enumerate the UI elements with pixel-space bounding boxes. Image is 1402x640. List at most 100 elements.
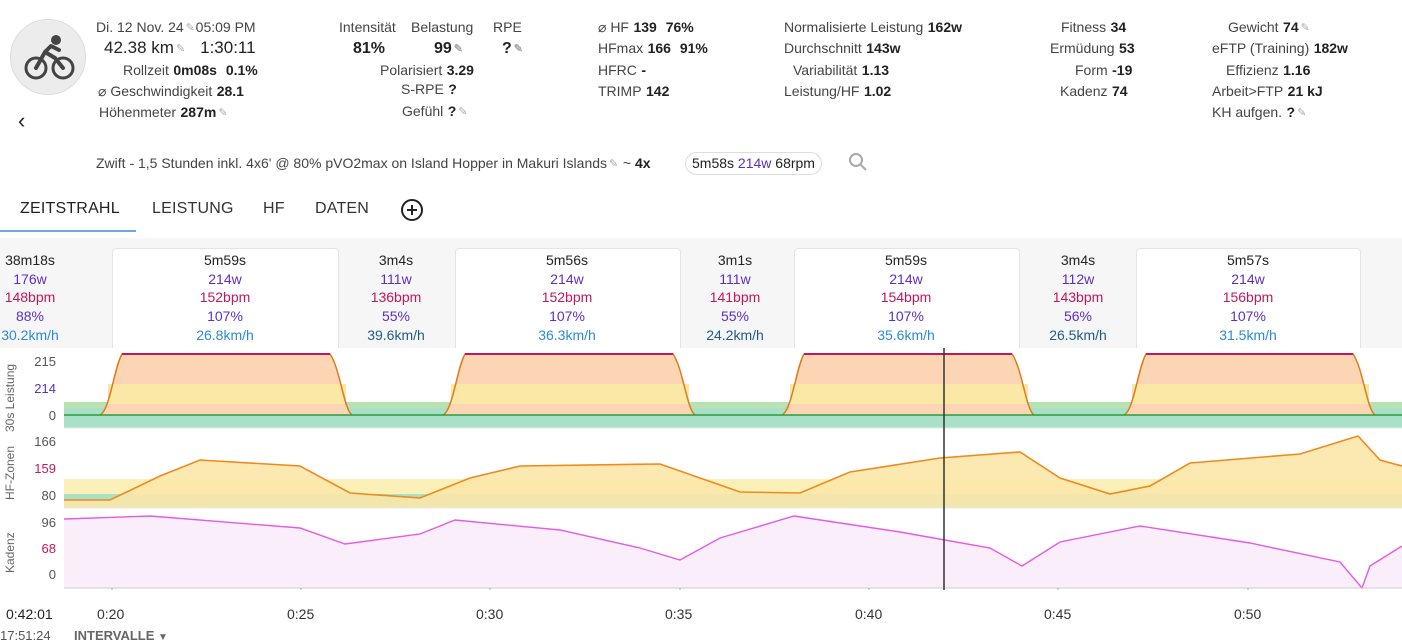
- power-tick-0: 0: [48, 408, 56, 423]
- efficiency-stat: Effizienz 1.16: [1226, 62, 1311, 78]
- weight-stat[interactable]: Gewicht 74 ✎: [1228, 19, 1310, 35]
- interval-3-speed: 39.6km/h: [367, 326, 425, 343]
- search-icon[interactable]: [848, 152, 868, 177]
- rpe-value[interactable]: ? ✎: [502, 40, 523, 57]
- interval-4-time: 5m56s: [545, 252, 589, 268]
- caret-down-icon: ▼: [158, 632, 168, 640]
- x-tick-0-40: 0:40: [855, 606, 883, 622]
- interval-2-speed: 26.8km/h: [196, 326, 254, 343]
- trimp-stat: TRIMP 142: [598, 83, 670, 99]
- power-block-band-4: [1132, 384, 1369, 404]
- interval-5-hr: 141bpm: [709, 289, 761, 306]
- timeline-chart[interactable]: [0, 348, 1402, 590]
- interval-4-power: 214w: [550, 270, 584, 287]
- cadence-line: [63, 515, 1402, 590]
- interval-6-pct: 107%: [888, 308, 924, 325]
- hr-axis-label: HF-Zonen: [3, 445, 17, 500]
- edit-date-icon[interactable]: ✎: [185, 22, 195, 34]
- edit-feel-icon[interactable]: ✎: [458, 106, 468, 118]
- interval-7-power: 112w: [1061, 270, 1095, 287]
- add-tab-icon[interactable]: [400, 198, 424, 227]
- interval-card-work-1[interactable]: [112, 248, 339, 348]
- fitness-stat: Fitness 34: [1061, 19, 1127, 35]
- polarized-stat: Polarisiert 3.29: [380, 62, 474, 78]
- max-hr-stat: HFmax 166 91%: [598, 40, 708, 56]
- power-axis-label: 30s Leistung: [3, 363, 17, 432]
- interval-1-hr: 148bpm: [4, 289, 56, 306]
- x-tick-0-30: 0:30: [476, 606, 504, 622]
- interval-8-speed: 31.5km/h: [1219, 326, 1277, 343]
- interval-1-time: 38m18s: [5, 252, 55, 268]
- interval-1-speed: 30.2km/h: [1, 326, 59, 343]
- variability-stat: Variabilität 1.13: [793, 62, 890, 78]
- edit-rpe-icon[interactable]: ✎: [513, 43, 523, 55]
- edit-title-icon[interactable]: ✎: [609, 158, 619, 170]
- rollzeit-stat: Rollzeit 0m08s 0.1%: [123, 62, 258, 78]
- interval-card-work-4[interactable]: [1136, 248, 1361, 348]
- edit-elevation-icon[interactable]: ✎: [218, 107, 228, 119]
- edit-distance-icon[interactable]: ✎: [175, 43, 186, 55]
- interval-card-work-3[interactable]: [794, 248, 1020, 348]
- cursor-time: 0:42:01: [6, 606, 53, 622]
- distance-duration: 42.38 km ✎ 1:30:11: [104, 38, 256, 57]
- interval-4-speed: 36.3km/h: [538, 326, 596, 343]
- edit-weight-icon[interactable]: ✎: [1300, 22, 1310, 34]
- interval-8-pct: 107%: [1230, 308, 1266, 325]
- back-chevron-icon[interactable]: ‹: [18, 108, 26, 133]
- interval-6-power: 214w: [889, 270, 923, 287]
- hr-tick-159: 159: [34, 461, 56, 476]
- power-block-band-1: [108, 384, 346, 404]
- interval-6-time: 5m59s: [884, 252, 928, 268]
- active-tab-underline: [0, 230, 136, 232]
- carbs-stat[interactable]: KH aufgen. ? ✎: [1212, 104, 1307, 120]
- avg-power-stat: Durchschnitt 143w: [784, 40, 901, 56]
- edit-load-icon[interactable]: ✎: [453, 43, 464, 55]
- x-tick-0-50: 0:50: [1234, 606, 1262, 622]
- interval-2-hr: 152bpm: [199, 289, 251, 306]
- tab-zeitstrahl[interactable]: ZEITSTRAHL: [20, 200, 120, 217]
- form-stat: Form -19: [1075, 62, 1133, 78]
- x-tick-0-45: 0:45: [1044, 606, 1072, 622]
- x-tick-0-20: 0:20: [97, 606, 125, 622]
- hfrc-stat: HFRC -: [598, 62, 647, 78]
- eftp-stat: eFTP (Training) 182w: [1212, 40, 1348, 56]
- interval-7-pct: 56%: [1063, 308, 1093, 325]
- cadence-area: [64, 516, 1402, 588]
- activity-avatar[interactable]: [10, 19, 86, 95]
- intensity-value: 81%: [353, 40, 386, 57]
- load-value: 99 ✎: [434, 40, 464, 57]
- interval-1-power: 176w: [13, 270, 47, 287]
- interval-5-pct: 55%: [720, 308, 750, 325]
- hr-area: [64, 436, 1402, 508]
- interval-2-time: 5m59s: [203, 252, 247, 268]
- hr-tick-80: 80: [41, 488, 56, 503]
- interval-6-hr: 154bpm: [880, 289, 932, 306]
- avg-hr-stat: ⌀ HF 139 76%: [598, 19, 694, 35]
- elevation-stat: Höhenmeter 287m ✎: [99, 104, 228, 120]
- interval-4-hr: 152bpm: [541, 289, 593, 306]
- feel-stat[interactable]: Gefühl ? ✎: [402, 103, 468, 119]
- work-ftp-stat: Arbeit>FTP 21 kJ: [1212, 83, 1323, 99]
- edit-carbs-icon[interactable]: ✎: [1297, 107, 1307, 119]
- tab-leistung[interactable]: LEISTUNG: [152, 200, 234, 217]
- cad-tick-96: 96: [41, 515, 56, 530]
- x-tick-0-25: 0:25: [287, 606, 315, 622]
- interval-3-time: 3m4s: [378, 252, 414, 268]
- interval-3-hr: 136bpm: [370, 289, 422, 306]
- power-zone-1: [64, 408, 1402, 428]
- interval-card-work-2[interactable]: [455, 248, 681, 348]
- cad-tick-68: 68: [41, 541, 56, 556]
- intervals-dropdown[interactable]: INTERVALLE ▼: [74, 628, 168, 640]
- fatigue-stat: Ermüdung 53: [1050, 40, 1135, 56]
- interval-3-pct: 55%: [381, 308, 411, 325]
- power-block-band-3: [790, 384, 1028, 404]
- interval-summary-chip[interactable]: 5m58s 214w 68rpm: [685, 152, 822, 175]
- speed-stat: ⌀ Geschwindigkeit 28.1: [98, 83, 244, 99]
- interval-7-time: 3m4s: [1060, 252, 1096, 268]
- power-hr-stat: Leistung/HF 1.02: [784, 83, 892, 99]
- workout-title[interactable]: Zwift - 1,5 Stunden inkl. 4x6' @ 80% pVO…: [96, 155, 651, 171]
- tab-hf[interactable]: HF: [263, 200, 285, 217]
- date-time: Di. 12 Nov. 24 ✎05:09 PM: [96, 19, 256, 35]
- tab-daten[interactable]: DATEN: [315, 200, 370, 217]
- np-stat: Normalisierte Leistung 162w: [784, 19, 962, 35]
